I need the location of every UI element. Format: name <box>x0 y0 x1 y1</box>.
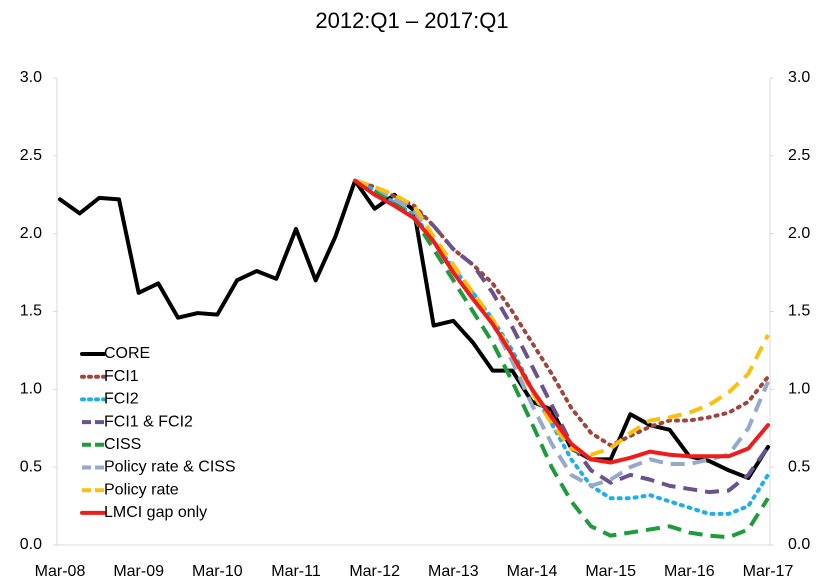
legend-label: CISS <box>104 436 141 453</box>
y2-tick-label: 1.5 <box>788 303 810 320</box>
series-line <box>354 178 770 540</box>
legend-label: FCI1 & FCI2 <box>104 413 193 430</box>
y2-tick-label: 2.5 <box>788 147 810 164</box>
series-line <box>354 178 770 488</box>
y-tick-label: 1.5 <box>20 303 42 320</box>
x-tick-label: Mar-13 <box>428 563 479 580</box>
y2-tick-label: 0.5 <box>788 458 810 475</box>
x-tick-label: Mar-10 <box>192 563 243 580</box>
y2-tick-label: 0.0 <box>788 536 810 553</box>
legend-label: LMCI gap only <box>104 504 207 521</box>
series-line <box>354 178 770 495</box>
x-tick-label: Mar-14 <box>507 563 558 580</box>
y-tick-label: 1.0 <box>20 381 42 398</box>
x-tick-label: Mar-15 <box>585 563 636 580</box>
y-tick-label: 3.0 <box>20 69 42 86</box>
x-tick-label: Mar-09 <box>113 563 164 580</box>
chart-title: 2012:Q1 – 2017:Q1 <box>315 8 508 33</box>
x-tick-label: Mar-11 <box>271 563 321 580</box>
series-line <box>353 178 770 516</box>
y-tick-label: 2.5 <box>20 147 42 164</box>
y-tick-label: 0.0 <box>20 536 42 553</box>
x-tick-label: Mar-16 <box>664 563 715 580</box>
x-tick-label: Mar-17 <box>743 563 794 580</box>
legend-label: Policy rate <box>104 481 179 498</box>
y-tick-label: 0.5 <box>20 458 42 475</box>
x-tick-label: Mar-08 <box>35 563 86 580</box>
x-tick-label: Mar-12 <box>349 563 400 580</box>
legend-label: CORE <box>104 345 150 362</box>
series-line <box>354 178 770 457</box>
y2-tick-label: 2.0 <box>788 225 810 242</box>
legend-label: FCI1 <box>104 368 139 385</box>
y-tick-label: 2.0 <box>20 225 42 242</box>
legend-label: Policy rate & CISS <box>104 459 236 476</box>
legend-label: FCI2 <box>104 391 139 408</box>
series-line <box>353 178 770 465</box>
y2-tick-label: 3.0 <box>788 69 810 86</box>
y2-tick-label: 1.0 <box>788 381 810 398</box>
series-line <box>58 178 770 481</box>
